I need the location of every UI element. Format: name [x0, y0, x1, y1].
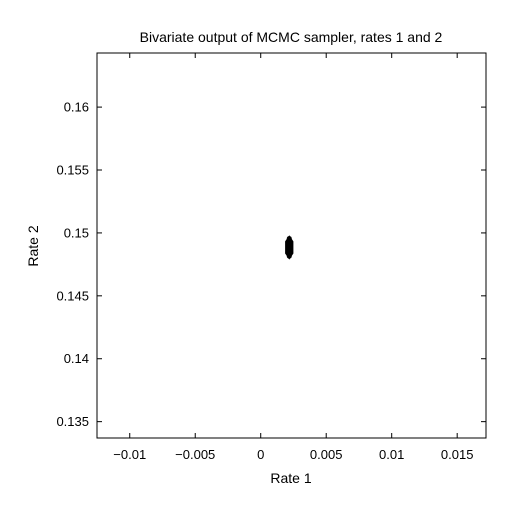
y-axis-tick-labels: 0.135 0.14 0.145 0.15 0.155 0.16 — [56, 100, 89, 430]
y-axis-label: Rate 2 — [25, 225, 41, 266]
y-tick-label: 0.145 — [56, 288, 89, 303]
y-axis-ticks — [97, 106, 486, 423]
chart-title: Bivariate output of MCMC sampler, rates … — [140, 29, 443, 45]
x-tick-label: 0.005 — [310, 447, 343, 462]
x-axis-tick-labels: −0.01 −0.005 0 0.005 0.01 0.015 — [113, 447, 473, 462]
x-tick-label: 0.01 — [379, 447, 404, 462]
x-axis-label: Rate 1 — [270, 470, 311, 486]
data-points-layer — [286, 236, 292, 259]
y-tick-label: 0.15 — [64, 225, 89, 240]
y-tick-label: 0.16 — [64, 100, 89, 115]
plot-area-frame — [96, 52, 487, 439]
x-tick-label: −0.005 — [175, 447, 215, 462]
x-tick-label: −0.01 — [113, 447, 146, 462]
x-axis-ticks — [129, 53, 458, 438]
data-point — [286, 236, 292, 242]
y-tick-label: 0.155 — [56, 163, 89, 178]
x-tick-label: 0.015 — [441, 447, 474, 462]
y-tick-label: 0.135 — [56, 414, 89, 429]
x-tick-label: 0 — [257, 447, 264, 462]
y-tick-label: 0.14 — [64, 351, 89, 366]
